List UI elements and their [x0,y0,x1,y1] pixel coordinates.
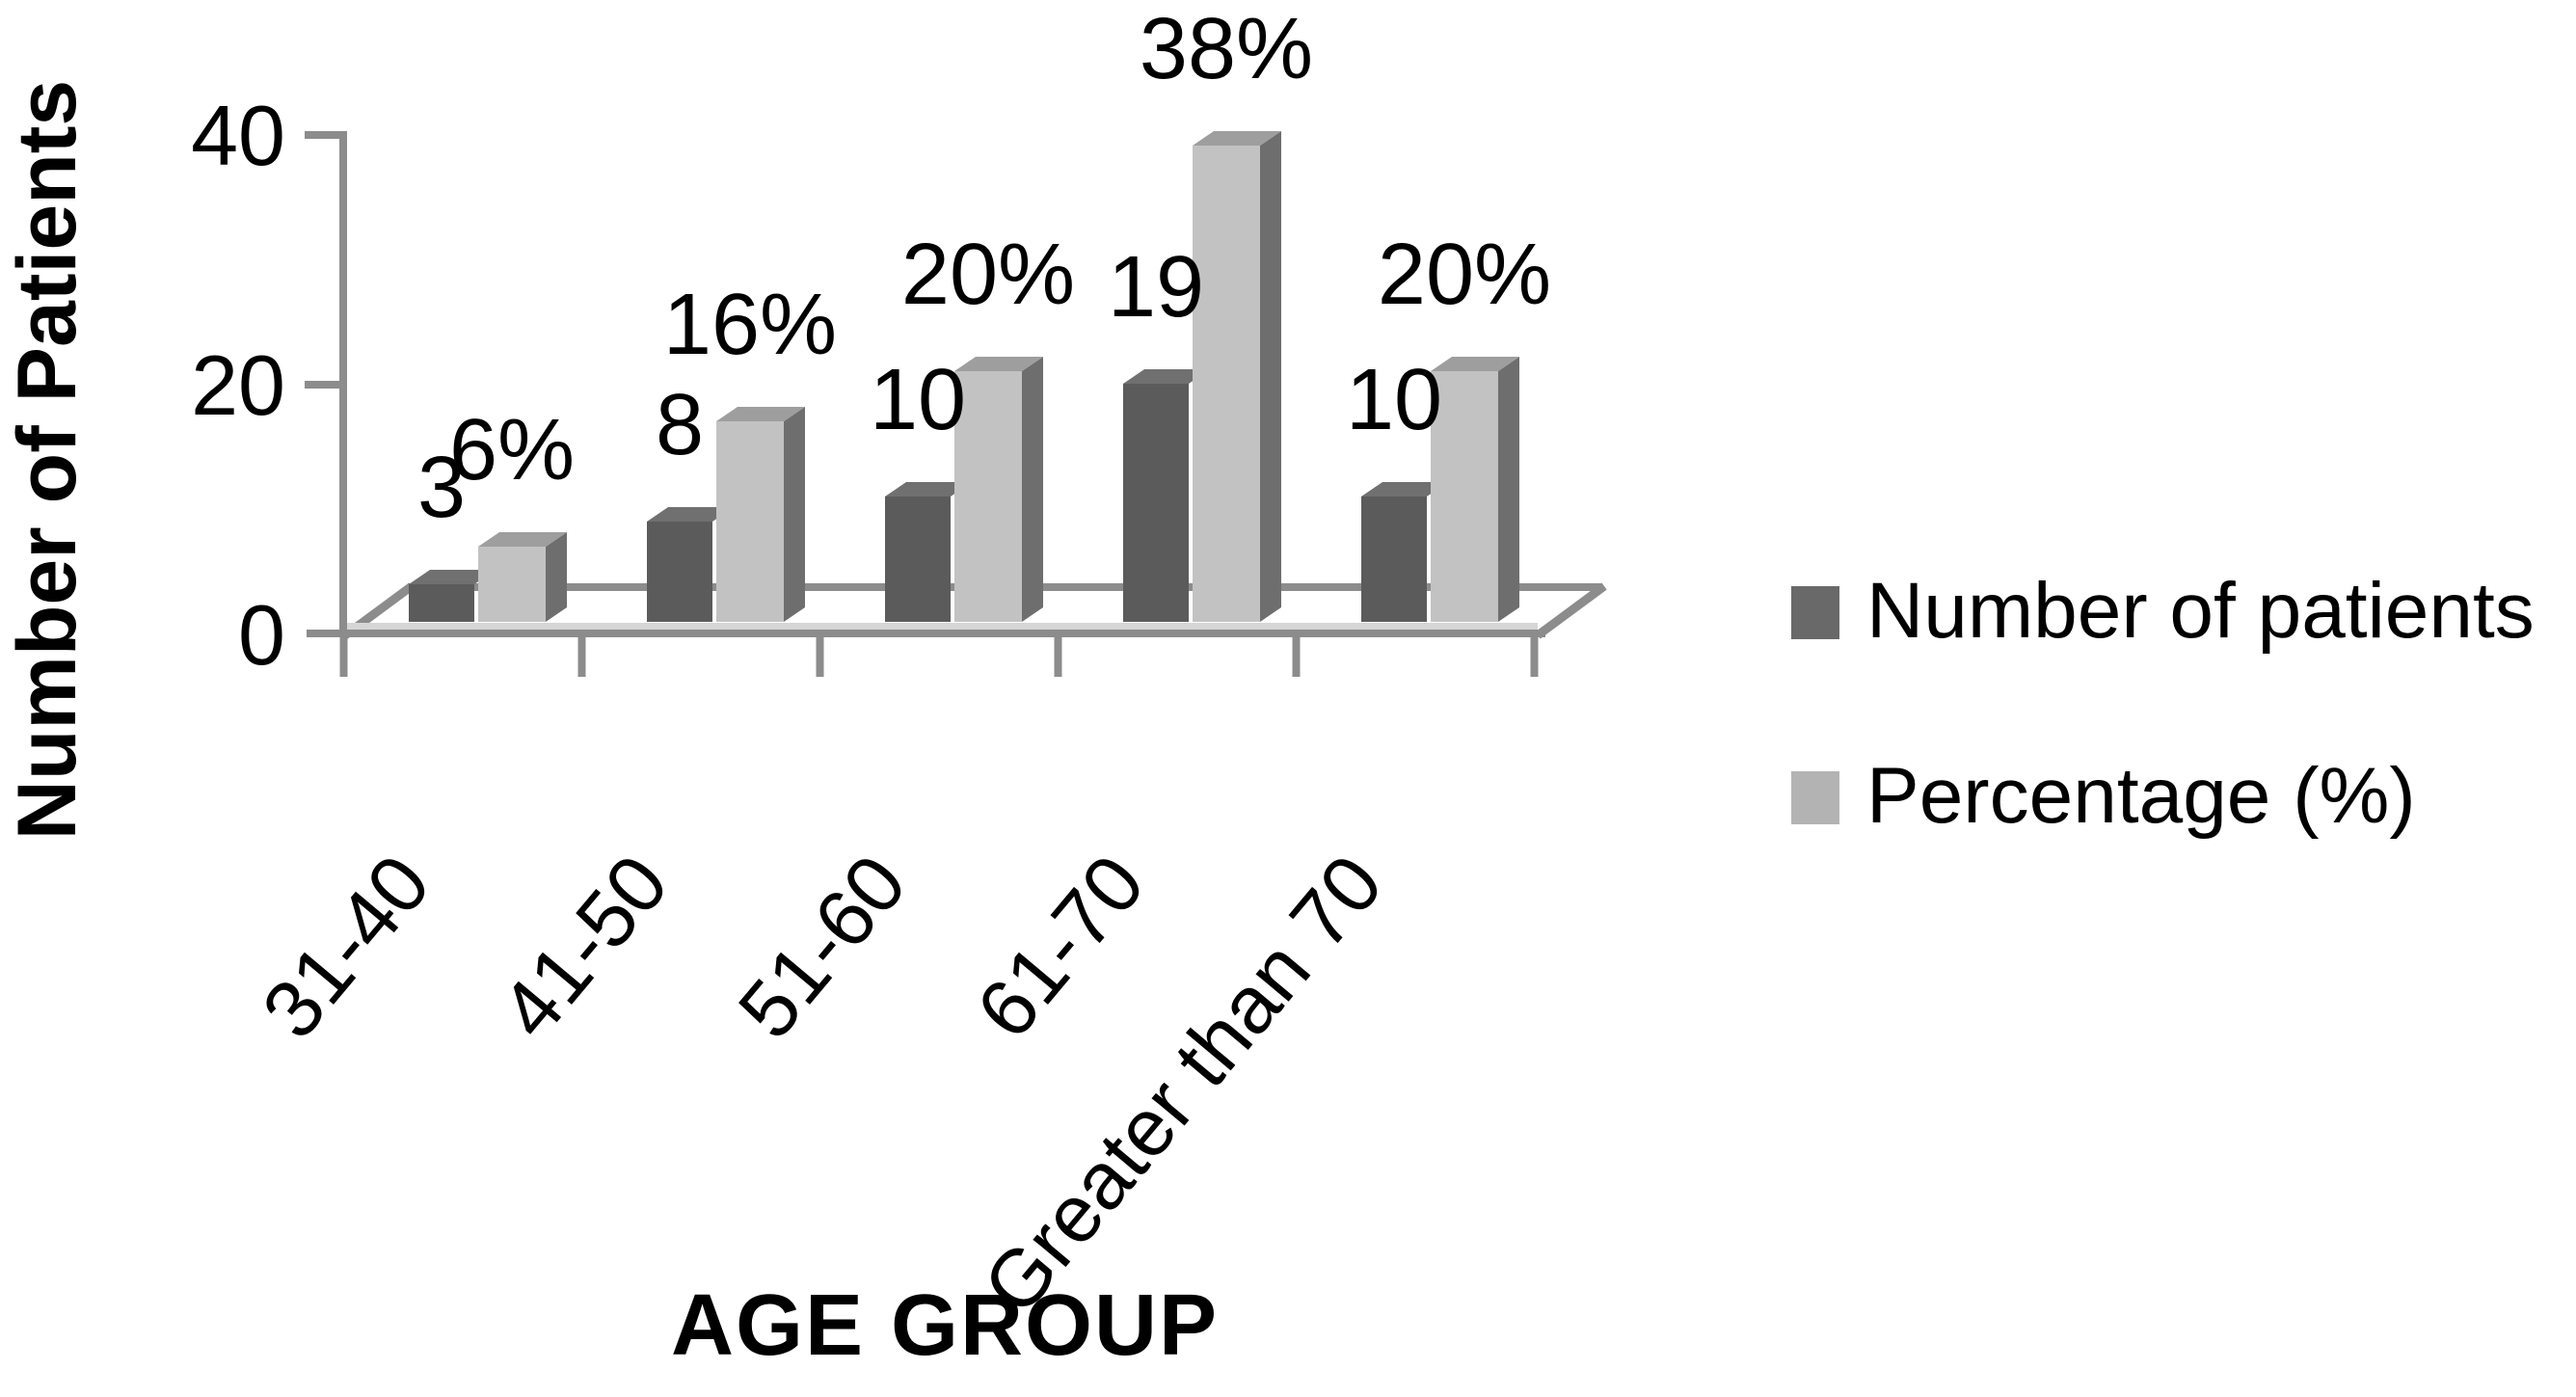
bar-number-of-patients-greater-than-70 [1361,497,1427,622]
y-tick-40 [305,131,343,139]
bar-top-number-of-patients-51-60 [885,482,972,497]
bar-top-number-of-patients-41-50 [647,507,734,522]
x-category-label-41-50: 41-50 [483,838,685,1055]
data-label-percentage-51-60: 20% [901,227,1075,323]
data-label-percentage-61-70: 38% [1140,1,1313,97]
legend-label-number-of-patients: Number of patients [1866,567,2535,655]
bars-layer [409,131,1519,622]
y-tick-label-20: 20 [191,337,285,433]
bar-percentage-61-70 [1193,146,1260,622]
data-label-number-of-patients-61-70: 19 [1108,239,1204,336]
bar-top-percentage-greater-than-70 [1431,357,1519,371]
y-tick-20 [305,381,343,389]
bar-top-number-of-patients-31-40 [409,570,496,584]
data-label-number-of-patients-41-50: 8 [656,377,704,473]
bar-percentage-51-60 [954,371,1022,622]
bar-top-percentage-41-50 [716,407,805,421]
x-axis-line [307,630,1545,637]
x-tick-mark [577,637,586,677]
legend-swatch-number-of-patients [1791,586,1839,639]
bar-top-percentage-61-70 [1193,131,1281,146]
x-axis-title: AGE GROUP [671,1277,1219,1374]
legend-item-percentage: Percentage (%) [1791,752,2416,840]
data-label-percentage-41-50: 16% [663,277,837,373]
legend-label-percentage: Percentage (%) [1866,752,2416,840]
x-tick-mark [1292,637,1301,677]
bar-number-of-patients-61-70 [1123,384,1189,622]
x-category-label-61-70: 61-70 [959,838,1162,1055]
x-category-label-51-60: 51-60 [721,838,924,1055]
x-tick-mark [1054,637,1062,677]
data-label-percentage-31-40: 6% [449,402,575,498]
bar-number-of-patients-31-40 [409,584,474,622]
bar-percentage-31-40 [478,547,546,622]
x-tick-mark [339,637,348,677]
x-tick-mark [816,637,824,677]
bar-percentage-41-50 [716,421,784,622]
generated-labels-layer: 36% 31-40 816% 41-50 10 20% 51-60 19 38% 61-70 10 2… [191,1,1551,1330]
data-label-number-of-patients-51-60: 10 [870,352,966,448]
legend-swatch-percentage [1791,771,1839,824]
y-tick-label-40: 40 [191,88,285,183]
axes [305,131,1545,637]
bar-side-percentage-41-50 [784,407,805,622]
bar-top-percentage-31-40 [478,532,567,547]
bar-side-percentage-51-60 [1022,357,1043,622]
floor-right-edge [1535,582,1607,639]
y-axis-title: Number of Patients [1,80,94,840]
bar-side-percentage-61-70 [1260,131,1281,622]
legend-item-number-of-patients: Number of patients [1791,567,2535,655]
y-tick-label-0: 0 [238,587,285,683]
x-category-label-31-40: 31-40 [245,838,447,1055]
bar-top-number-of-patients-greater-than-70 [1361,482,1448,497]
data-label-number-of-patients-31-40: 3 [417,440,466,536]
data-label-number-of-patients-greater-than-70: 10 [1346,352,1442,448]
bar-side-percentage-31-40 [546,532,567,622]
legend: Number of patients Percentage (%) [1791,567,2535,840]
bar-top-percentage-51-60 [954,357,1043,371]
x-tick-mark [1530,637,1539,677]
bar-percentage-greater-than-70 [1431,371,1498,622]
bar-number-of-patients-41-50 [647,522,712,622]
baseline-highlight [343,623,1538,630]
bar-number-of-patients-51-60 [885,497,951,622]
bar-top-number-of-patients-61-70 [1123,369,1210,384]
bar-side-percentage-greater-than-70 [1498,357,1519,622]
data-label-percentage-greater-than-70: 20% [1378,227,1551,323]
